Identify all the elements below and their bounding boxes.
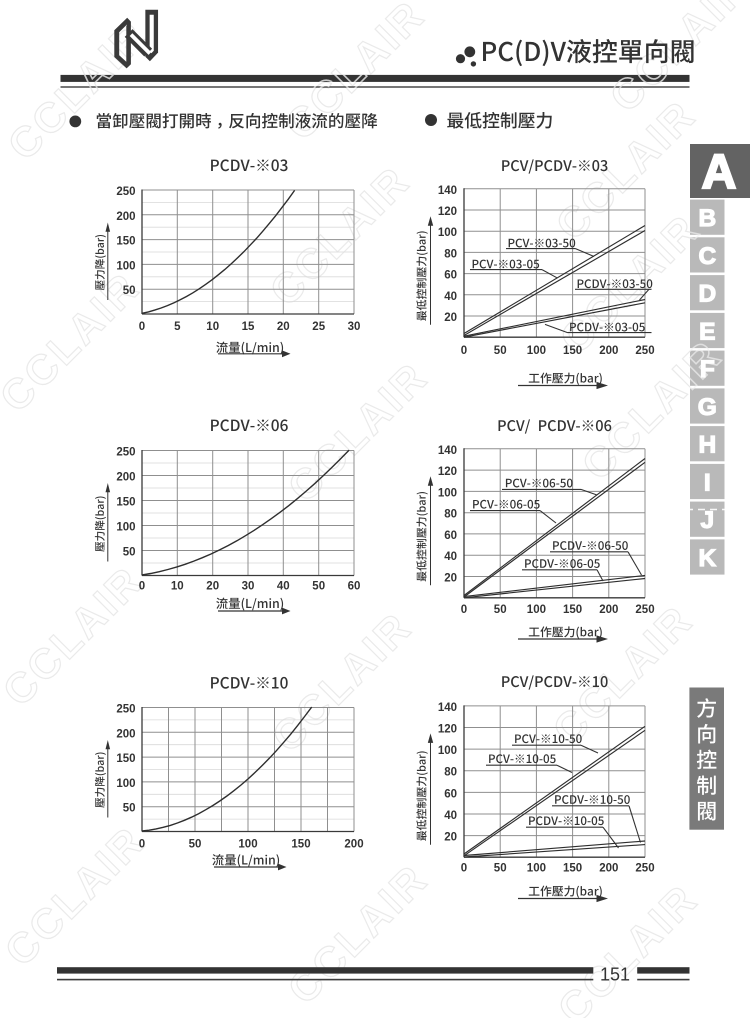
- svg-text:25: 25: [312, 321, 325, 333]
- svg-text:140: 140: [438, 702, 457, 714]
- svg-text:CCLAIR: CCLAIR: [279, 353, 437, 511]
- svg-text:120: 120: [438, 466, 457, 478]
- svg-text:100: 100: [438, 227, 457, 239]
- svg-text:150: 150: [291, 839, 310, 851]
- svg-text:100: 100: [527, 345, 546, 357]
- svg-text:E: E: [699, 318, 715, 345]
- svg-text:200: 200: [599, 345, 618, 357]
- svg-text:100: 100: [527, 604, 546, 616]
- svg-text:150: 150: [563, 345, 582, 357]
- svg-text:150: 150: [563, 863, 582, 875]
- svg-text:CCLAIR: CCLAIR: [276, 0, 434, 149]
- svg-text:250: 250: [116, 704, 135, 716]
- svg-text:CCLAIR: CCLAIR: [279, 855, 437, 1013]
- svg-text:G: G: [698, 394, 717, 421]
- svg-text:151: 151: [600, 965, 630, 985]
- svg-text:30: 30: [348, 321, 361, 333]
- svg-text:J: J: [700, 507, 714, 534]
- svg-text:150: 150: [116, 497, 135, 509]
- svg-text:250: 250: [635, 345, 654, 357]
- svg-text:H: H: [698, 432, 716, 459]
- svg-text:120: 120: [438, 724, 457, 736]
- svg-text:0: 0: [461, 863, 467, 875]
- svg-text:100: 100: [438, 487, 457, 499]
- svg-text:0: 0: [139, 581, 145, 593]
- svg-text:60: 60: [444, 788, 457, 800]
- svg-text:40: 40: [444, 551, 457, 563]
- svg-text:I: I: [704, 469, 711, 496]
- svg-text:100: 100: [438, 745, 457, 757]
- svg-text:50: 50: [494, 345, 507, 357]
- svg-text:5: 5: [174, 321, 181, 333]
- svg-text:40: 40: [277, 581, 290, 593]
- svg-text:60: 60: [444, 270, 457, 282]
- svg-text:50: 50: [189, 839, 202, 851]
- svg-text:80: 80: [444, 509, 457, 521]
- svg-text:0: 0: [139, 321, 145, 333]
- svg-text:250: 250: [116, 447, 135, 459]
- svg-text:50: 50: [123, 285, 136, 297]
- svg-text:CCLAIR: CCLAIR: [0, 557, 152, 715]
- svg-text:40: 40: [444, 810, 457, 822]
- svg-text:50: 50: [123, 547, 136, 559]
- svg-text:200: 200: [599, 604, 618, 616]
- svg-text:80: 80: [444, 767, 457, 779]
- svg-text:20: 20: [444, 573, 457, 585]
- svg-text:50: 50: [494, 863, 507, 875]
- svg-text:50: 50: [123, 803, 136, 815]
- svg-text:250: 250: [635, 863, 654, 875]
- svg-text:120: 120: [438, 206, 457, 218]
- svg-text:100: 100: [116, 522, 135, 534]
- svg-text:20: 20: [277, 321, 290, 333]
- svg-text:0: 0: [461, 345, 467, 357]
- svg-text:140: 140: [438, 445, 457, 457]
- svg-text:CCLAIR: CCLAIR: [261, 157, 419, 315]
- svg-text:D: D: [698, 281, 716, 308]
- svg-text:250: 250: [635, 604, 654, 616]
- svg-text:30: 30: [242, 581, 255, 593]
- svg-text:20: 20: [206, 581, 219, 593]
- svg-text:40: 40: [444, 291, 457, 303]
- svg-text:150: 150: [563, 604, 582, 616]
- svg-text:60: 60: [348, 581, 361, 593]
- svg-text:100: 100: [238, 839, 257, 851]
- svg-text:50: 50: [494, 604, 507, 616]
- svg-text:200: 200: [116, 472, 135, 484]
- svg-text:80: 80: [444, 248, 457, 260]
- svg-text:150: 150: [116, 236, 135, 248]
- svg-text:20: 20: [444, 312, 457, 324]
- svg-text:200: 200: [344, 839, 363, 851]
- svg-text:0: 0: [461, 604, 467, 616]
- svg-text:200: 200: [599, 863, 618, 875]
- svg-text:K: K: [698, 545, 716, 572]
- svg-text:100: 100: [116, 778, 135, 790]
- svg-text:200: 200: [116, 211, 135, 223]
- svg-text:100: 100: [527, 863, 546, 875]
- svg-text:20: 20: [444, 832, 457, 844]
- svg-text:10: 10: [171, 581, 184, 593]
- svg-text:15: 15: [242, 321, 255, 333]
- svg-text:C: C: [698, 243, 716, 270]
- svg-text:100: 100: [116, 260, 135, 272]
- svg-text:250: 250: [116, 186, 135, 198]
- svg-text:200: 200: [116, 728, 135, 740]
- svg-text:F: F: [700, 356, 715, 383]
- svg-text:60: 60: [444, 530, 457, 542]
- svg-text:10: 10: [206, 321, 219, 333]
- svg-text:A: A: [702, 146, 737, 199]
- svg-text:140: 140: [438, 185, 457, 197]
- svg-text:CCLAIR: CCLAIR: [0, 817, 154, 975]
- svg-text:B: B: [698, 205, 716, 232]
- svg-text:150: 150: [116, 753, 135, 765]
- svg-text:CCLAIR: CCLAIR: [544, 596, 702, 754]
- svg-text:0: 0: [139, 839, 145, 851]
- svg-text:50: 50: [312, 581, 325, 593]
